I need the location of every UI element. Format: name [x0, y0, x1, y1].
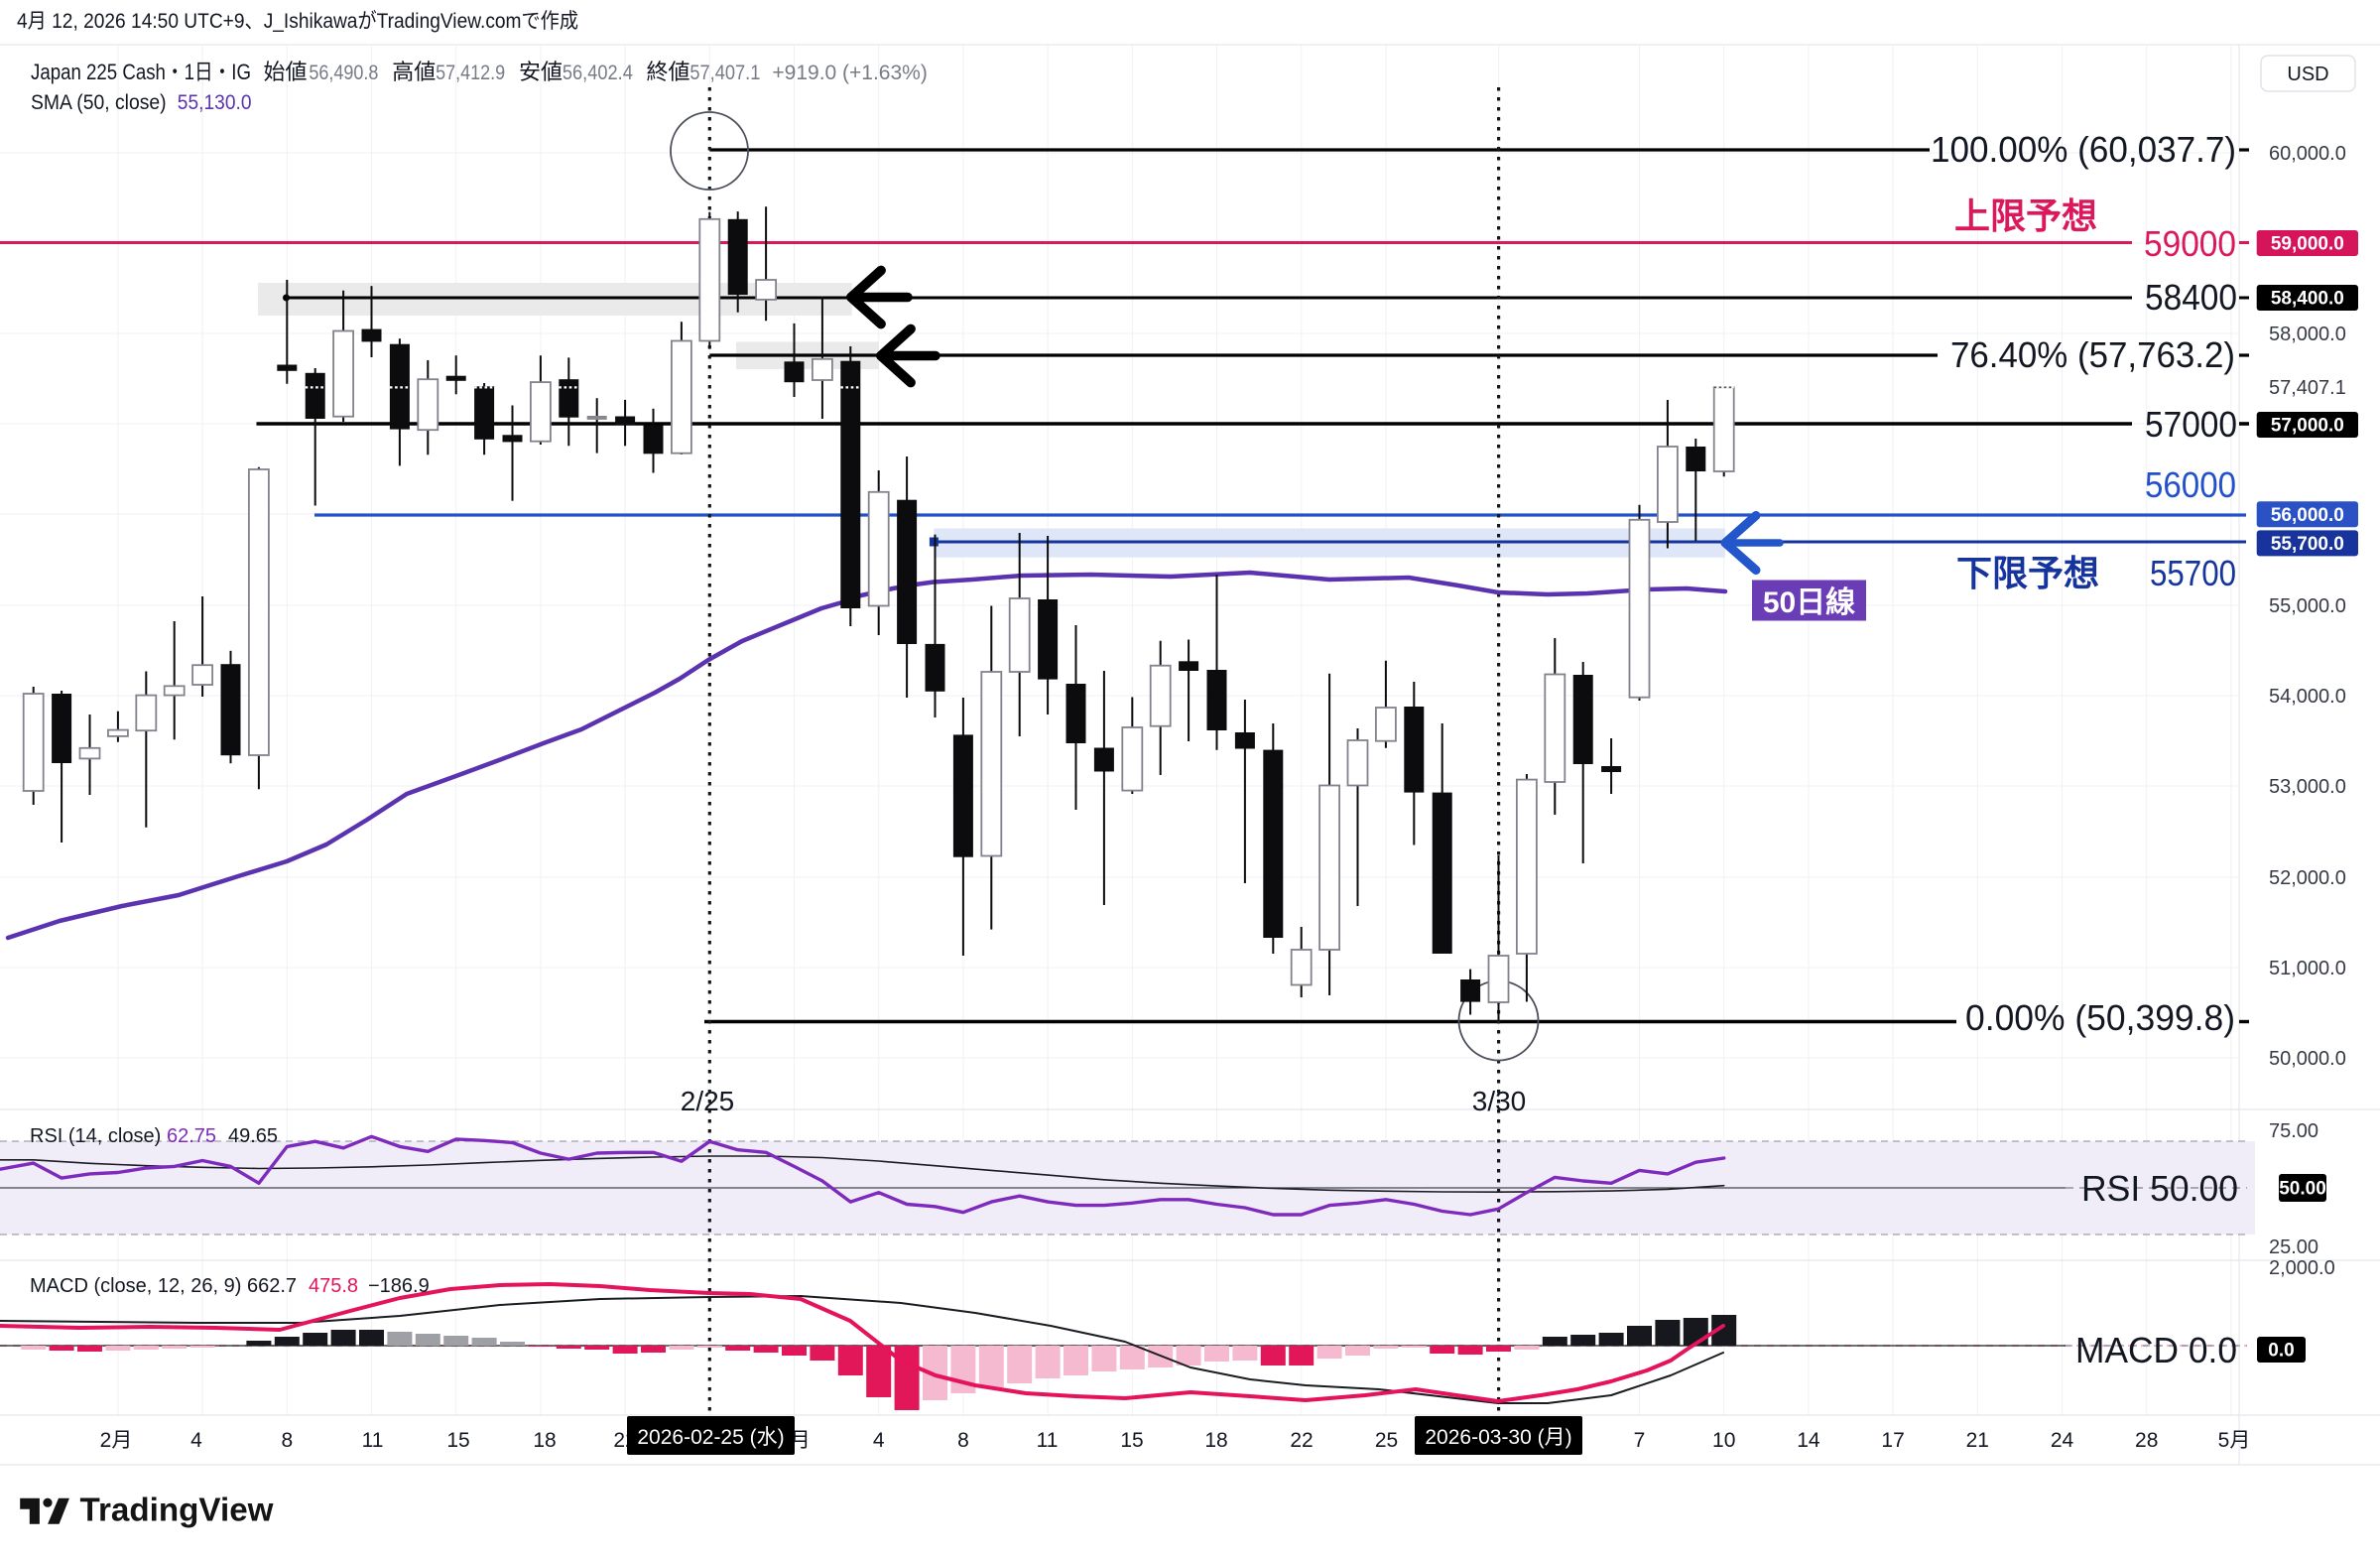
- svg-text:28: 28: [2135, 1429, 2158, 1452]
- svg-text:+919.0 (+1.63%): +919.0 (+1.63%): [772, 62, 927, 84]
- svg-text:55,000.0: 55,000.0: [2269, 595, 2346, 617]
- svg-text:USD: USD: [2287, 64, 2328, 85]
- svg-text:8: 8: [281, 1429, 293, 1452]
- svg-text:18: 18: [533, 1429, 556, 1452]
- svg-text:2月: 2月: [100, 1429, 133, 1452]
- svg-text:58,000.0: 58,000.0: [2269, 324, 2346, 345]
- svg-text:55700: 55700: [2150, 553, 2236, 593]
- svg-text:50,000.0: 50,000.0: [2269, 1048, 2346, 1070]
- svg-text:上限予想: 上限予想: [1954, 195, 2097, 236]
- svg-text:TradingView: TradingView: [80, 1492, 274, 1528]
- svg-text:5月: 5月: [2218, 1429, 2251, 1452]
- svg-text:51,000.0: 51,000.0: [2269, 958, 2346, 979]
- svg-text:始値: 始値: [264, 60, 308, 84]
- svg-text:4: 4: [190, 1429, 202, 1452]
- svg-text:75.00: 75.00: [2269, 1120, 2318, 1142]
- svg-text:57,407.1: 57,407.1: [689, 62, 760, 84]
- svg-text:55,700.0: 55,700.0: [2271, 534, 2344, 555]
- svg-text:59,000.0: 59,000.0: [2271, 234, 2344, 255]
- svg-text:54,000.0: 54,000.0: [2269, 686, 2346, 708]
- svg-text:59000: 59000: [2144, 223, 2236, 264]
- svg-text:高値: 高値: [392, 60, 436, 84]
- svg-text:0.0: 0.0: [2268, 1341, 2294, 1362]
- svg-text:662.7: 662.7: [247, 1275, 297, 1297]
- svg-text:下限予想: 下限予想: [1956, 553, 2099, 593]
- svg-text:58400: 58400: [2145, 277, 2237, 318]
- svg-text:MACD 0.0: MACD 0.0: [2075, 1330, 2237, 1370]
- svg-text:8: 8: [957, 1429, 969, 1452]
- svg-text:17: 17: [1881, 1429, 1904, 1452]
- svg-text:56,402.4: 56,402.4: [563, 62, 633, 84]
- svg-text:安値: 安値: [519, 60, 563, 84]
- svg-text:22: 22: [1290, 1429, 1313, 1452]
- svg-text:57000: 57000: [2145, 404, 2237, 445]
- svg-text:14: 14: [1797, 1429, 1820, 1452]
- svg-text:60,000.0: 60,000.0: [2269, 143, 2346, 165]
- svg-text:49.65: 49.65: [228, 1125, 278, 1147]
- svg-text:3/30: 3/30: [1472, 1086, 1527, 1116]
- svg-text:2/25: 2/25: [681, 1086, 735, 1116]
- svg-text:24: 24: [2051, 1429, 2074, 1452]
- svg-text:53,000.0: 53,000.0: [2269, 776, 2346, 798]
- svg-text:−186.9: −186.9: [368, 1275, 430, 1297]
- svg-text:15: 15: [1120, 1429, 1143, 1452]
- svg-text:0.00% (50,399.8): 0.00% (50,399.8): [1965, 997, 2235, 1038]
- svg-text:475.8: 475.8: [309, 1275, 358, 1297]
- svg-text:4: 4: [873, 1429, 885, 1452]
- svg-text:25: 25: [1375, 1429, 1398, 1452]
- svg-text:RSI (14, close): RSI (14, close): [30, 1125, 161, 1147]
- svg-text:21: 21: [1966, 1429, 1989, 1452]
- svg-text:62.75: 62.75: [167, 1125, 216, 1147]
- svg-text:57,412.9: 57,412.9: [436, 62, 505, 84]
- svg-text:56000: 56000: [2145, 464, 2236, 505]
- svg-text:25.00: 25.00: [2269, 1236, 2318, 1258]
- svg-text:56,000.0: 56,000.0: [2271, 505, 2344, 526]
- svg-text:4月 12, 2026 14:50 UTC+9、J_Ishi: 4月 12, 2026 14:50 UTC+9、J_IshikawaがTradi…: [17, 10, 578, 33]
- svg-text:2,000.0: 2,000.0: [2269, 1257, 2335, 1279]
- svg-text:76.40% (57,763.2): 76.40% (57,763.2): [1950, 334, 2235, 375]
- svg-text:57,407.1: 57,407.1: [2269, 377, 2346, 399]
- svg-text:7: 7: [1634, 1429, 1646, 1452]
- svg-text:50.00: 50.00: [2279, 1179, 2326, 1200]
- svg-text:56,490.8: 56,490.8: [309, 62, 378, 84]
- svg-text:10: 10: [1712, 1429, 1735, 1452]
- svg-text:58,400.0: 58,400.0: [2271, 289, 2344, 310]
- svg-text:SMA (50, close): SMA (50, close): [31, 91, 167, 114]
- svg-text:18: 18: [1204, 1429, 1227, 1452]
- svg-text:11: 11: [1037, 1429, 1059, 1452]
- svg-text:57,000.0: 57,000.0: [2271, 416, 2344, 437]
- svg-text:100.00% (60,037.7): 100.00% (60,037.7): [1931, 129, 2236, 170]
- svg-text:55,130.0: 55,130.0: [178, 91, 252, 114]
- svg-text:Japan 225 Cash・1日・IG: Japan 225 Cash・1日・IG: [31, 60, 251, 84]
- svg-text:15: 15: [446, 1429, 469, 1452]
- svg-text:RSI 50.00: RSI 50.00: [2081, 1168, 2238, 1209]
- svg-text:52,000.0: 52,000.0: [2269, 867, 2346, 889]
- svg-text:2026-03-30 (月): 2026-03-30 (月): [1425, 1426, 1571, 1449]
- svg-text:11: 11: [362, 1429, 384, 1452]
- svg-text:50日線: 50日線: [1763, 585, 1855, 619]
- svg-text:2026-02-25 (水): 2026-02-25 (水): [637, 1426, 784, 1449]
- svg-text:MACD (close, 12, 26, 9): MACD (close, 12, 26, 9): [30, 1275, 241, 1297]
- svg-text:終値: 終値: [647, 60, 690, 84]
